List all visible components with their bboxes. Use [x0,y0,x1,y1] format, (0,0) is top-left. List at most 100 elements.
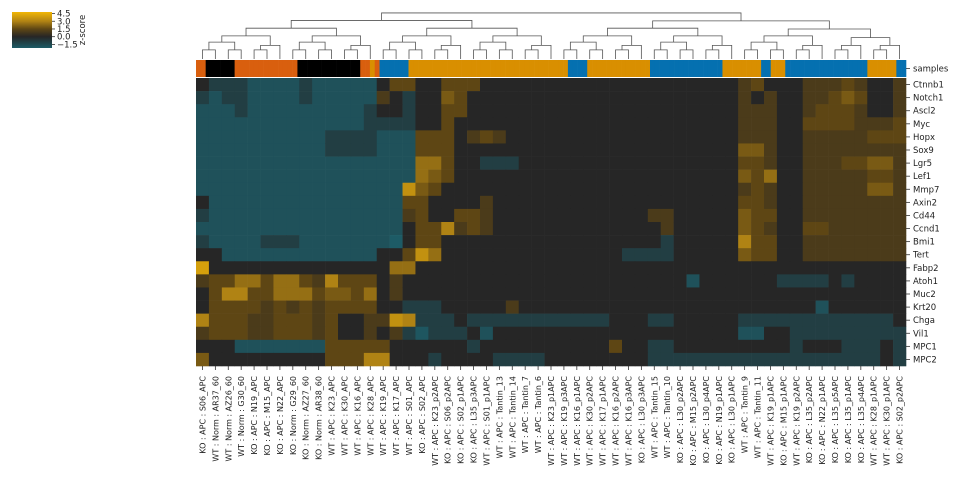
heatmap-cell [221,313,236,328]
heatmap-cell [415,195,429,210]
dendrogram-link [253,49,268,59]
heatmap-cell [725,208,739,223]
dendrogram-link [492,35,542,46]
heatmap-cell [196,104,210,118]
heatmap-cell [660,326,674,341]
annotation-cell [538,60,545,77]
annotation-cell [891,60,897,77]
heatmap-cell [260,208,274,223]
annotation-cell [896,60,902,77]
heatmap-cell [634,78,649,92]
heatmap-cell [505,235,520,249]
heatmap-cell [402,313,416,328]
column-label: WT : APC : K30_p2APC [586,376,595,466]
heatmap-cell [776,313,791,328]
heatmap-cell [441,261,455,275]
heatmap-cell [505,313,520,328]
dendrogram-link [615,49,629,59]
heatmap-cell [350,313,365,328]
heatmap-cell [751,274,765,288]
heatmap-cell [428,169,442,184]
heatmap-cell [350,130,365,144]
heatmap-cell [776,169,791,184]
heatmap-cell [815,248,829,262]
heatmap-cell [492,313,507,328]
heatmap-cell [764,287,778,301]
heatmap-cell [221,339,236,354]
heatmap-cell [647,104,662,118]
dendrogram-link [344,49,358,59]
heatmap-cell [286,78,300,92]
heatmap-cell [376,313,390,328]
heatmap-cell [764,248,778,262]
heatmap-cell [634,169,649,184]
heatmap-cell [738,352,752,367]
heatmap-cell [428,182,442,197]
heatmap-cell [712,143,726,157]
heatmap-cell [531,169,545,184]
annotation-cell [413,60,419,77]
heatmap-cell [208,104,223,118]
heatmap-cell [325,339,339,354]
heatmap-cell [854,261,868,275]
heatmap-cell [273,156,287,170]
annotation-cell [601,60,607,77]
heatmap-cell [880,326,894,341]
heatmap-cell [764,261,778,275]
annotation-cell [703,60,709,77]
heatmap-cell [776,182,791,197]
heatmap-cell [454,313,468,328]
colorbar-tick-label: 4.5 [57,10,71,20]
heatmap-cell [764,352,778,367]
heatmap-cell [415,326,429,341]
heatmap-cell [389,235,403,249]
heatmap-cell [880,300,894,314]
heatmap-cell [480,222,494,236]
heatmap-cell [570,352,584,367]
row-label: Axin2 [913,198,937,208]
heatmap-cell [880,287,894,301]
row-label: Krt20 [913,303,936,313]
heatmap-cell [557,248,571,262]
heatmap-cell [764,169,778,184]
heatmap-cell [505,143,520,157]
heatmap-cell [609,248,623,262]
heatmap-cell [273,222,287,236]
heatmap-cell [376,156,390,170]
heatmap-cell [544,117,558,131]
heatmap-cell [363,352,378,367]
heatmap-cell [415,91,429,105]
heatmap-cell [338,156,352,170]
dendrogram-link [660,41,687,50]
heatmap-cell [570,156,584,170]
heatmap-cell [350,156,365,170]
heatmap-cell [596,339,610,354]
heatmap-cell [686,352,700,367]
column-label: KO : APC : L30_p3APC [637,376,646,464]
annotation-cell [867,60,873,77]
heatmap-cell [802,156,816,170]
column-label: WT : APC : K17_p1APC [599,376,608,466]
heatmap-cell [712,182,726,197]
heatmap-cell [660,130,674,144]
heatmap-cell [570,91,584,105]
heatmap-cell [634,248,649,262]
heatmap-cell [712,274,726,288]
heatmap-cell [350,117,365,131]
heatmap-cell [376,130,390,144]
heatmap-cell [363,274,378,288]
heatmap-cell [815,130,829,144]
heatmap-cell [350,300,365,314]
heatmap-cell [622,287,636,301]
heatmap-cell [609,117,623,131]
heatmap-cell [841,78,855,92]
heatmap-cell [505,352,520,367]
heatmap-cell [557,91,571,105]
heatmap-cell [738,261,752,275]
heatmap-cell [234,222,248,236]
dendrogram-link [607,27,699,36]
heatmap-cell [376,300,390,314]
heatmap-cell [338,287,352,301]
heatmap-cell [247,182,261,197]
heatmap-cell [480,300,494,314]
